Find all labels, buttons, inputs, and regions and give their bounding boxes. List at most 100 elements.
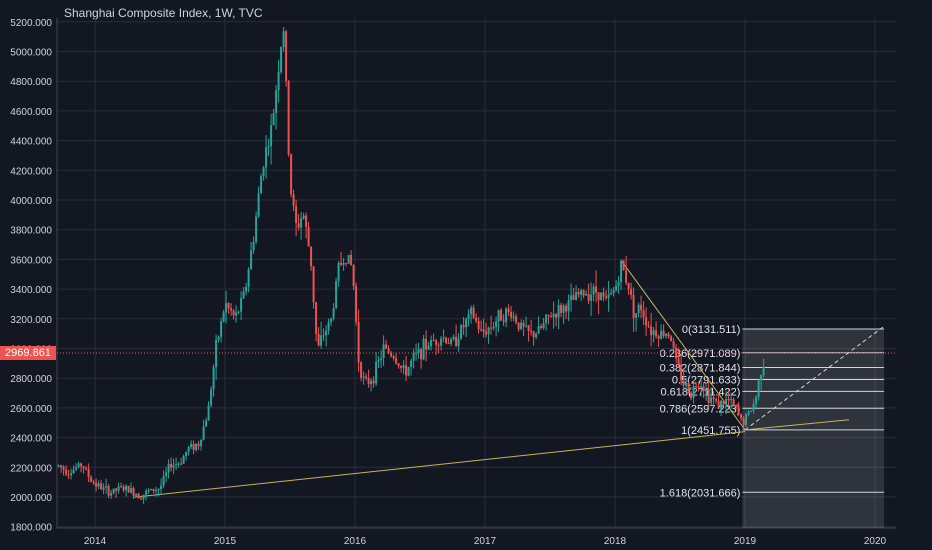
candle-body[interactable] bbox=[502, 320, 505, 323]
candle-body[interactable] bbox=[655, 330, 658, 337]
candle-body[interactable] bbox=[260, 176, 263, 194]
candle-body[interactable] bbox=[157, 489, 160, 491]
candle-body[interactable] bbox=[150, 488, 153, 491]
candle-body[interactable] bbox=[550, 316, 553, 318]
candle-body[interactable] bbox=[110, 492, 113, 496]
candle-body[interactable] bbox=[387, 348, 390, 353]
candle-body[interactable] bbox=[87, 469, 90, 478]
candle-body[interactable] bbox=[287, 81, 290, 155]
candle-body[interactable] bbox=[180, 463, 183, 465]
candle-body[interactable] bbox=[762, 366, 765, 375]
candle-body[interactable] bbox=[510, 312, 513, 318]
candle-body[interactable] bbox=[657, 336, 660, 339]
candle-body[interactable] bbox=[227, 303, 230, 309]
candle-body[interactable] bbox=[330, 318, 333, 323]
candle-body[interactable] bbox=[100, 483, 103, 490]
candle-body[interactable] bbox=[402, 365, 405, 368]
candle-body[interactable] bbox=[710, 397, 713, 403]
candle-body[interactable] bbox=[547, 314, 550, 317]
candle-body[interactable] bbox=[225, 303, 228, 313]
candle-body[interactable] bbox=[107, 485, 110, 496]
candle-body[interactable] bbox=[177, 463, 180, 465]
candle-body[interactable] bbox=[340, 262, 343, 265]
candle-body[interactable] bbox=[220, 321, 223, 337]
candle-body[interactable] bbox=[367, 378, 370, 385]
candle-body[interactable] bbox=[602, 292, 605, 297]
candle-body[interactable] bbox=[717, 400, 720, 409]
candle-body[interactable] bbox=[310, 246, 313, 267]
candle-body[interactable] bbox=[430, 340, 433, 347]
candle-body[interactable] bbox=[127, 485, 130, 493]
candle-body[interactable] bbox=[455, 336, 458, 346]
candle-body[interactable] bbox=[732, 399, 735, 406]
candle-body[interactable] bbox=[410, 360, 413, 368]
candle-body[interactable] bbox=[327, 322, 330, 331]
candle-body[interactable] bbox=[485, 331, 488, 335]
candle-body[interactable] bbox=[312, 266, 315, 303]
candle-body[interactable] bbox=[422, 338, 425, 360]
candle-body[interactable] bbox=[740, 414, 743, 419]
candle-body[interactable] bbox=[122, 486, 125, 491]
candle-body[interactable] bbox=[57, 465, 60, 467]
candle-body[interactable] bbox=[335, 280, 338, 308]
candle-body[interactable] bbox=[490, 327, 493, 329]
candle-body[interactable] bbox=[342, 263, 345, 265]
candle-body[interactable] bbox=[462, 325, 465, 328]
candle-body[interactable] bbox=[97, 483, 100, 487]
candle-body[interactable] bbox=[172, 464, 175, 468]
candle-body[interactable] bbox=[302, 215, 305, 219]
candle-body[interactable] bbox=[627, 282, 630, 290]
candle-body[interactable] bbox=[217, 336, 220, 340]
candle-body[interactable] bbox=[385, 344, 388, 349]
candle-body[interactable] bbox=[760, 374, 763, 381]
candle-body[interactable] bbox=[752, 403, 755, 411]
candle-body[interactable] bbox=[372, 380, 375, 384]
candle-body[interactable] bbox=[297, 223, 300, 228]
candle-body[interactable] bbox=[507, 308, 510, 313]
candle-body[interactable] bbox=[290, 154, 293, 195]
candle-body[interactable] bbox=[62, 467, 65, 470]
candle-body[interactable] bbox=[447, 343, 450, 345]
candle-body[interactable] bbox=[275, 90, 278, 114]
candle-body[interactable] bbox=[415, 352, 418, 354]
candle-body[interactable] bbox=[565, 305, 568, 312]
candle-body[interactable] bbox=[552, 313, 555, 318]
candle-body[interactable] bbox=[350, 254, 353, 265]
candle-body[interactable] bbox=[325, 330, 328, 336]
candle-body[interactable] bbox=[610, 293, 613, 295]
candle-body[interactable] bbox=[660, 330, 663, 339]
candle-body[interactable] bbox=[140, 498, 143, 500]
candle-body[interactable] bbox=[477, 320, 480, 330]
candle-body[interactable] bbox=[182, 455, 185, 464]
candle-body[interactable] bbox=[240, 298, 243, 312]
candle-body[interactable] bbox=[600, 292, 603, 301]
candle-body[interactable] bbox=[530, 330, 533, 332]
candle-body[interactable] bbox=[170, 463, 173, 468]
candle-body[interactable] bbox=[480, 329, 483, 331]
candle-body[interactable] bbox=[582, 290, 585, 296]
candle-body[interactable] bbox=[637, 304, 640, 314]
candle-body[interactable] bbox=[417, 349, 420, 353]
candle-body[interactable] bbox=[77, 463, 80, 468]
candle-body[interactable] bbox=[645, 317, 648, 326]
candle-body[interactable] bbox=[235, 312, 238, 316]
candle-body[interactable] bbox=[605, 296, 608, 298]
candle-body[interactable] bbox=[615, 285, 618, 291]
candle-body[interactable] bbox=[725, 398, 728, 405]
candle-body[interactable] bbox=[720, 400, 723, 409]
candle-body[interactable] bbox=[65, 469, 68, 475]
candle-body[interactable] bbox=[715, 398, 718, 401]
candle-body[interactable] bbox=[595, 286, 598, 293]
candle-body[interactable] bbox=[112, 488, 115, 493]
candle-body[interactable] bbox=[222, 312, 225, 322]
candle-body[interactable] bbox=[650, 326, 653, 336]
candle-body[interactable] bbox=[365, 376, 368, 379]
candle-body[interactable] bbox=[355, 286, 358, 323]
candle-body[interactable] bbox=[755, 397, 758, 404]
candle-body[interactable] bbox=[357, 322, 360, 363]
candle-body[interactable] bbox=[457, 338, 460, 346]
candle-body[interactable] bbox=[630, 289, 633, 295]
candle-body[interactable] bbox=[690, 392, 693, 398]
candle-body[interactable] bbox=[712, 397, 715, 399]
candle-body[interactable] bbox=[672, 341, 675, 348]
